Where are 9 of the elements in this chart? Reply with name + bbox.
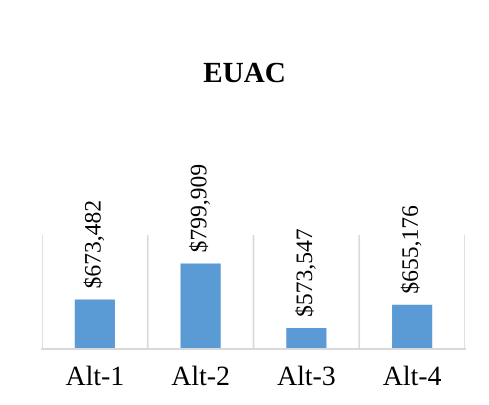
- data-label: $655,176: [400, 206, 422, 293]
- data-label: $573,547: [294, 229, 316, 316]
- data-label: $799,909: [189, 164, 210, 252]
- chart-title: EUAC: [204, 62, 284, 82]
- x-tick-label: Alt-1: [66, 366, 123, 386]
- x-tick-label: Alt-4: [383, 366, 442, 386]
- data-label: $673,482: [83, 201, 104, 288]
- x-tick-label: Alt-2: [172, 366, 228, 386]
- x-tick-label: Alt-3: [277, 366, 335, 386]
